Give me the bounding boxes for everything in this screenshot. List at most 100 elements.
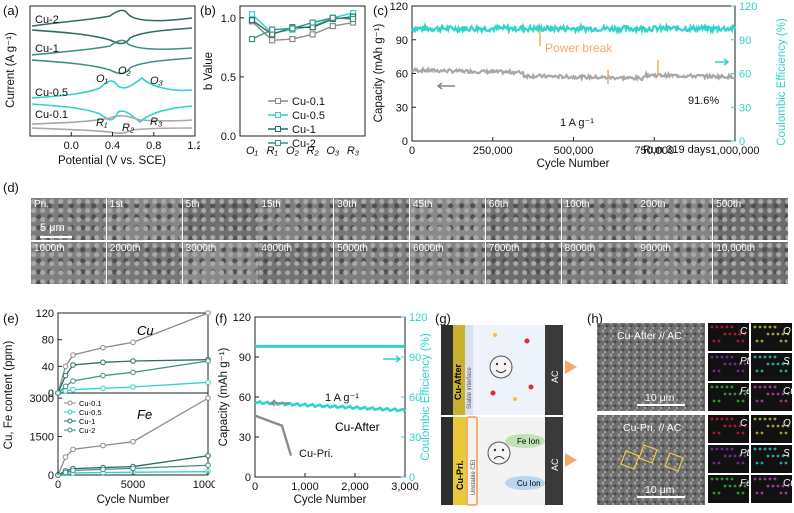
series-line-cu-0.1	[251, 20, 354, 41]
sem-tile: 2000th	[106, 242, 182, 284]
cycle-label: 500th	[716, 199, 742, 210]
eds-map-label: O	[783, 326, 791, 337]
scalebar-label: 5 μm	[40, 222, 65, 234]
run-label: Run 319 days	[643, 144, 711, 156]
cv-chart: (a) Cu-2 Cu-1 Cu-0.5 Cu-0.1 O₁ O₂ O₃ R₁ …	[3, 3, 203, 167]
y-tick-label: 40	[42, 361, 54, 373]
y-axis-label: b Value	[203, 52, 215, 90]
cycle-label: 9000th	[640, 243, 671, 254]
f-after-label: Cu-After	[335, 420, 380, 434]
sem-tile: 5000th	[334, 242, 410, 284]
power-break-label: Power break	[545, 41, 613, 55]
y-tick-label: 1.0	[221, 13, 236, 25]
panel-h: (h) Cu-After // AC Cu-Pri. // AC 10 μm 1…	[585, 305, 794, 508]
panel-label: (a)	[3, 3, 19, 18]
x-axis-label: Cycle Number	[537, 158, 610, 170]
cycle-label: 5th	[185, 199, 200, 210]
data-point	[248, 35, 256, 43]
scalebar	[40, 236, 72, 238]
panel-f: (f) 0 0 30 30 60 60 90 90 120 120 0 1,000 2,000 3,00…	[215, 305, 435, 508]
sem-image-after	[597, 323, 705, 411]
y-tick-label: 80	[42, 335, 54, 347]
schematic: (g) Cu-After Stable interface AC Cu-Pri.…	[435, 311, 577, 506]
data-point	[100, 466, 106, 473]
y2-tick-label: 30	[739, 102, 751, 114]
data-point	[205, 452, 211, 459]
series-label-cu-2: Cu-2	[35, 14, 59, 26]
cycle-label: 5000th	[337, 243, 368, 254]
y2-tick-label: 120	[739, 1, 757, 13]
series-line	[57, 397, 209, 476]
legend-entry: Cu-0.1	[79, 399, 102, 408]
eds-map-label: C	[740, 418, 748, 429]
cv-curve-cu-2	[31, 9, 193, 45]
y-tick-label: 120	[36, 308, 54, 320]
data-point	[130, 465, 136, 472]
data-point	[100, 442, 106, 449]
eds-mapping: (h) Cu-After // AC Cu-Pri. // AC 10 μm 1…	[587, 311, 794, 505]
eds-map-label: Pt	[740, 448, 751, 459]
y2-tick-label: 90	[409, 352, 421, 364]
cu-after-ac-title: Cu-After // AC	[617, 330, 682, 342]
y2-tick-label: 60	[739, 69, 751, 81]
sem-tile: 6000th	[410, 242, 485, 284]
data-point	[70, 378, 76, 384]
sem-image-pri	[597, 415, 705, 505]
data-point	[130, 358, 136, 364]
data-point	[309, 19, 316, 26]
data-point	[70, 352, 76, 358]
data-point	[130, 369, 136, 376]
data-point	[329, 22, 336, 30]
f-pri-series	[254, 414, 293, 457]
coulombic-efficiency-series	[411, 21, 737, 35]
cv-curve-cu-0.5	[31, 76, 193, 124]
data-point	[55, 390, 61, 396]
happy-face-icon	[489, 355, 513, 379]
f-pri-label: Cu-Pri.	[299, 448, 333, 460]
cycle-label: Pri.	[34, 199, 49, 210]
panel-label: (h)	[587, 311, 603, 326]
cycle-label: 60th	[488, 199, 509, 210]
capacity-trace	[411, 65, 736, 83]
fe-subplot-title: Fe	[137, 407, 152, 422]
eds-map-label: Fe	[740, 386, 752, 397]
data-point	[205, 395, 211, 401]
unstable-cei-label: Unstable CEI	[471, 459, 477, 495]
cv-curve-cu-0.1	[31, 115, 193, 135]
eds-map-label: Pt	[740, 356, 751, 367]
ac-electrode-bottom	[545, 417, 563, 505]
x-tick-label: 1,000,000	[711, 145, 760, 157]
data-point	[349, 15, 357, 23]
sem-tile: 5th	[182, 198, 258, 240]
x-tick-label: O₁	[246, 145, 259, 157]
x-tick-label: 500,000	[554, 145, 594, 157]
eds-map-label: C	[740, 326, 748, 337]
sem-tile: 7000th	[485, 242, 561, 284]
y2-tick-label: 120	[409, 312, 427, 324]
annotation-r1: R₁	[96, 117, 108, 129]
data-point	[289, 25, 296, 32]
legend-entry: Cu-0.5	[292, 110, 325, 122]
cycle-label: 6000th	[413, 243, 444, 254]
annotation-o3: O₃	[150, 75, 164, 87]
eds-map-label: S	[783, 356, 790, 367]
eds-map-label: S	[783, 448, 790, 459]
ac-label-top: AC	[550, 370, 560, 383]
data-point	[70, 386, 76, 393]
sem-tile: Pri.	[31, 198, 106, 240]
data-point	[100, 372, 106, 379]
eds-map-o	[751, 323, 792, 351]
data-point	[62, 363, 69, 370]
panel-c: (c) 0 0 30 30 60 60 90 90 120 120 0 250,000 500,000…	[370, 0, 794, 170]
sad-face-icon	[487, 441, 511, 465]
data-point	[70, 362, 76, 368]
panel-d: (d) Pri. 1st 5th 15th 30th 45th 60th 100th 200th…	[0, 170, 794, 305]
eds-map-s	[751, 445, 792, 473]
series-label-cu-0.1: Cu-0.1	[35, 109, 68, 121]
y-tick-label: 120	[233, 312, 251, 324]
cycle-label: 30th	[337, 199, 357, 210]
panel-label: (f)	[215, 311, 227, 326]
y-tick-label: 120	[390, 1, 408, 13]
data-point	[248, 11, 256, 18]
